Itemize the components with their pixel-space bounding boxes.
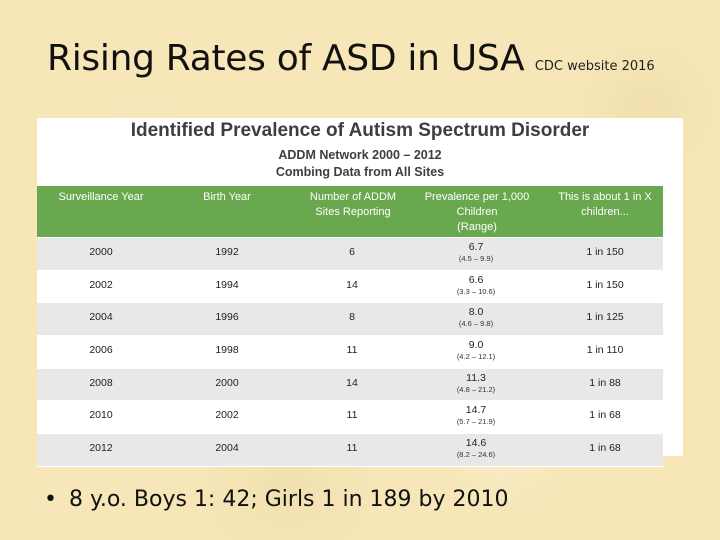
cell-ratio: 1 in 150 bbox=[586, 246, 624, 258]
table-subtitle-2: Combing Data from All Sites bbox=[275, 165, 445, 179]
cell-ratio: 1 in 110 bbox=[586, 344, 624, 357]
prevalence-value: 11.3 bbox=[466, 371, 486, 384]
header-ratio-line1: This is about 1 in X bbox=[558, 191, 652, 203]
prevalence-value: 14.7 bbox=[465, 404, 487, 417]
cell-year: 2004 bbox=[89, 311, 113, 324]
header-prevalence: Prevalence per 1,000 Children (Range) bbox=[415, 190, 539, 235]
cell-birth-year: 1996 bbox=[215, 311, 239, 324]
cell-year: 2008 bbox=[89, 376, 113, 389]
prevalence-value: 9.0 bbox=[468, 339, 484, 352]
cell-prevalence: 14.6 (8.2 – 24.6) bbox=[421, 437, 531, 459]
table-subtitle: ADDM Network 2000 – 2012 bbox=[278, 148, 442, 162]
cell-birth-year: 2002 bbox=[215, 409, 239, 422]
cell-ratio: 1 in 88 bbox=[589, 376, 621, 389]
cell-ratio: 1 in 68 bbox=[589, 409, 621, 422]
prevalence-table-image: Identified Prevalence of Autism Spectrum… bbox=[37, 118, 683, 467]
table-body: 2000 1992 6 6.7 (4.5 – 9.9) 1 in 150 2002… bbox=[37, 238, 663, 467]
source-note: CDC website 2016 bbox=[534, 59, 655, 74]
cell-year: 2012 bbox=[89, 442, 113, 455]
header-sites-line2: Sites Reporting bbox=[315, 206, 391, 218]
header-ratio-line2: children... bbox=[581, 206, 629, 218]
table-row: 2010 2002 11 14.7 (5.7 – 21.9) 1 in 68 bbox=[37, 401, 663, 435]
bullet-point: • 8 y.o. Boys 1: 42; Girls 1 in 189 by 20… bbox=[44, 487, 509, 512]
cell-sites: 8 bbox=[349, 311, 355, 324]
cell-prevalence: 14.7 (5.7 – 21.9) bbox=[421, 404, 531, 426]
prevalence-range: (4.8 – 21.2) bbox=[456, 384, 496, 394]
cell-year: 2006 bbox=[89, 344, 113, 357]
cell-year: 2010 bbox=[89, 409, 113, 422]
cell-sites: 11 bbox=[346, 442, 358, 455]
cell-year: 2000 bbox=[89, 246, 113, 258]
header-prevalence-line1: Prevalence per 1,000 bbox=[424, 191, 530, 203]
header-prevalence-line3: (Range) bbox=[457, 221, 497, 233]
table-row: 2008 2000 14 11.3 (4.8 – 21.2) 1 in 88 bbox=[37, 368, 663, 402]
cell-sites: 11 bbox=[346, 344, 358, 357]
header-birth-year: Birth Year bbox=[203, 191, 251, 203]
prevalence-range: (4.2 – 12.1) bbox=[456, 352, 496, 362]
prevalence-value: 6.7 bbox=[468, 241, 484, 253]
table-title: Identified Prevalence of Autism Spectrum… bbox=[130, 120, 590, 141]
prevalence-range: (8.2 – 24.6) bbox=[456, 450, 496, 460]
prevalence-range: (3.3 – 10.6) bbox=[456, 286, 496, 296]
cell-birth-year: 2004 bbox=[215, 442, 239, 455]
cell-sites: 14 bbox=[346, 278, 358, 291]
cell-sites: 6 bbox=[349, 246, 355, 258]
cell-prevalence: 6.7 (4.5 – 9.9) bbox=[421, 241, 531, 263]
cell-birth-year: 1992 bbox=[215, 246, 239, 258]
header-sites-reporting: Number of ADDM Sites Reporting bbox=[299, 190, 407, 220]
prevalence-value: 14.6 bbox=[465, 437, 487, 450]
table-row: 2004 1996 8 8.0 (4.6 – 9.8) 1 in 125 bbox=[37, 303, 663, 337]
cell-prevalence: 9.0 (4.2 – 12.1) bbox=[421, 339, 531, 361]
slide-title-row: Rising Rates of ASD in USA CDC website 2… bbox=[47, 38, 655, 79]
table-row: 2012 2004 11 14.6 (8.2 – 24.6) 1 in 68 bbox=[37, 434, 663, 467]
cell-year: 2002 bbox=[89, 278, 113, 291]
header-sites-line1: Number of ADDM bbox=[309, 191, 397, 203]
cell-birth-year: 1994 bbox=[215, 278, 239, 291]
bullet-text: 8 y.o. Boys 1: 42; Girls 1 in 189 by 201… bbox=[68, 487, 509, 512]
header-prevalence-line2: Children bbox=[456, 206, 498, 218]
cell-birth-year: 2000 bbox=[215, 376, 239, 389]
cell-ratio: 1 in 150 bbox=[586, 278, 624, 291]
bullet-dot: • bbox=[44, 487, 57, 512]
cell-prevalence: 8.0 (4.6 – 9.8) bbox=[421, 306, 531, 328]
prevalence-value: 8.0 bbox=[468, 306, 484, 319]
prevalence-range: (4.6 – 9.8) bbox=[458, 319, 494, 329]
slide-title: Rising Rates of ASD in USA bbox=[47, 38, 525, 79]
cell-prevalence: 11.3 (4.8 – 21.2) bbox=[421, 372, 531, 394]
cell-prevalence: 6.6 (3.3 – 10.6) bbox=[421, 274, 531, 296]
header-surveillance-year: Surveillance Year bbox=[58, 191, 144, 203]
prevalence-range: (4.5 – 9.9) bbox=[458, 254, 494, 263]
prevalence-value: 6.6 bbox=[468, 273, 484, 286]
table-row: 2002 1994 14 6.6 (3.3 – 10.6) 1 in 150 bbox=[37, 270, 663, 304]
header-ratio: This is about 1 in X children... bbox=[547, 190, 663, 220]
cell-ratio: 1 in 68 bbox=[589, 442, 621, 455]
table-row: 2006 1998 11 9.0 (4.2 – 12.1) 1 in 110 bbox=[37, 336, 663, 369]
table-row: 2000 1992 6 6.7 (4.5 – 9.9) 1 in 150 bbox=[37, 238, 663, 271]
cell-sites: 11 bbox=[346, 409, 358, 422]
cell-birth-year: 1998 bbox=[215, 344, 239, 357]
table-header: Surveillance Year Birth Year Number of A… bbox=[37, 186, 663, 237]
prevalence-range: (5.7 – 21.9) bbox=[456, 417, 496, 427]
cell-ratio: 1 in 125 bbox=[586, 311, 624, 324]
cell-sites: 14 bbox=[346, 376, 358, 389]
